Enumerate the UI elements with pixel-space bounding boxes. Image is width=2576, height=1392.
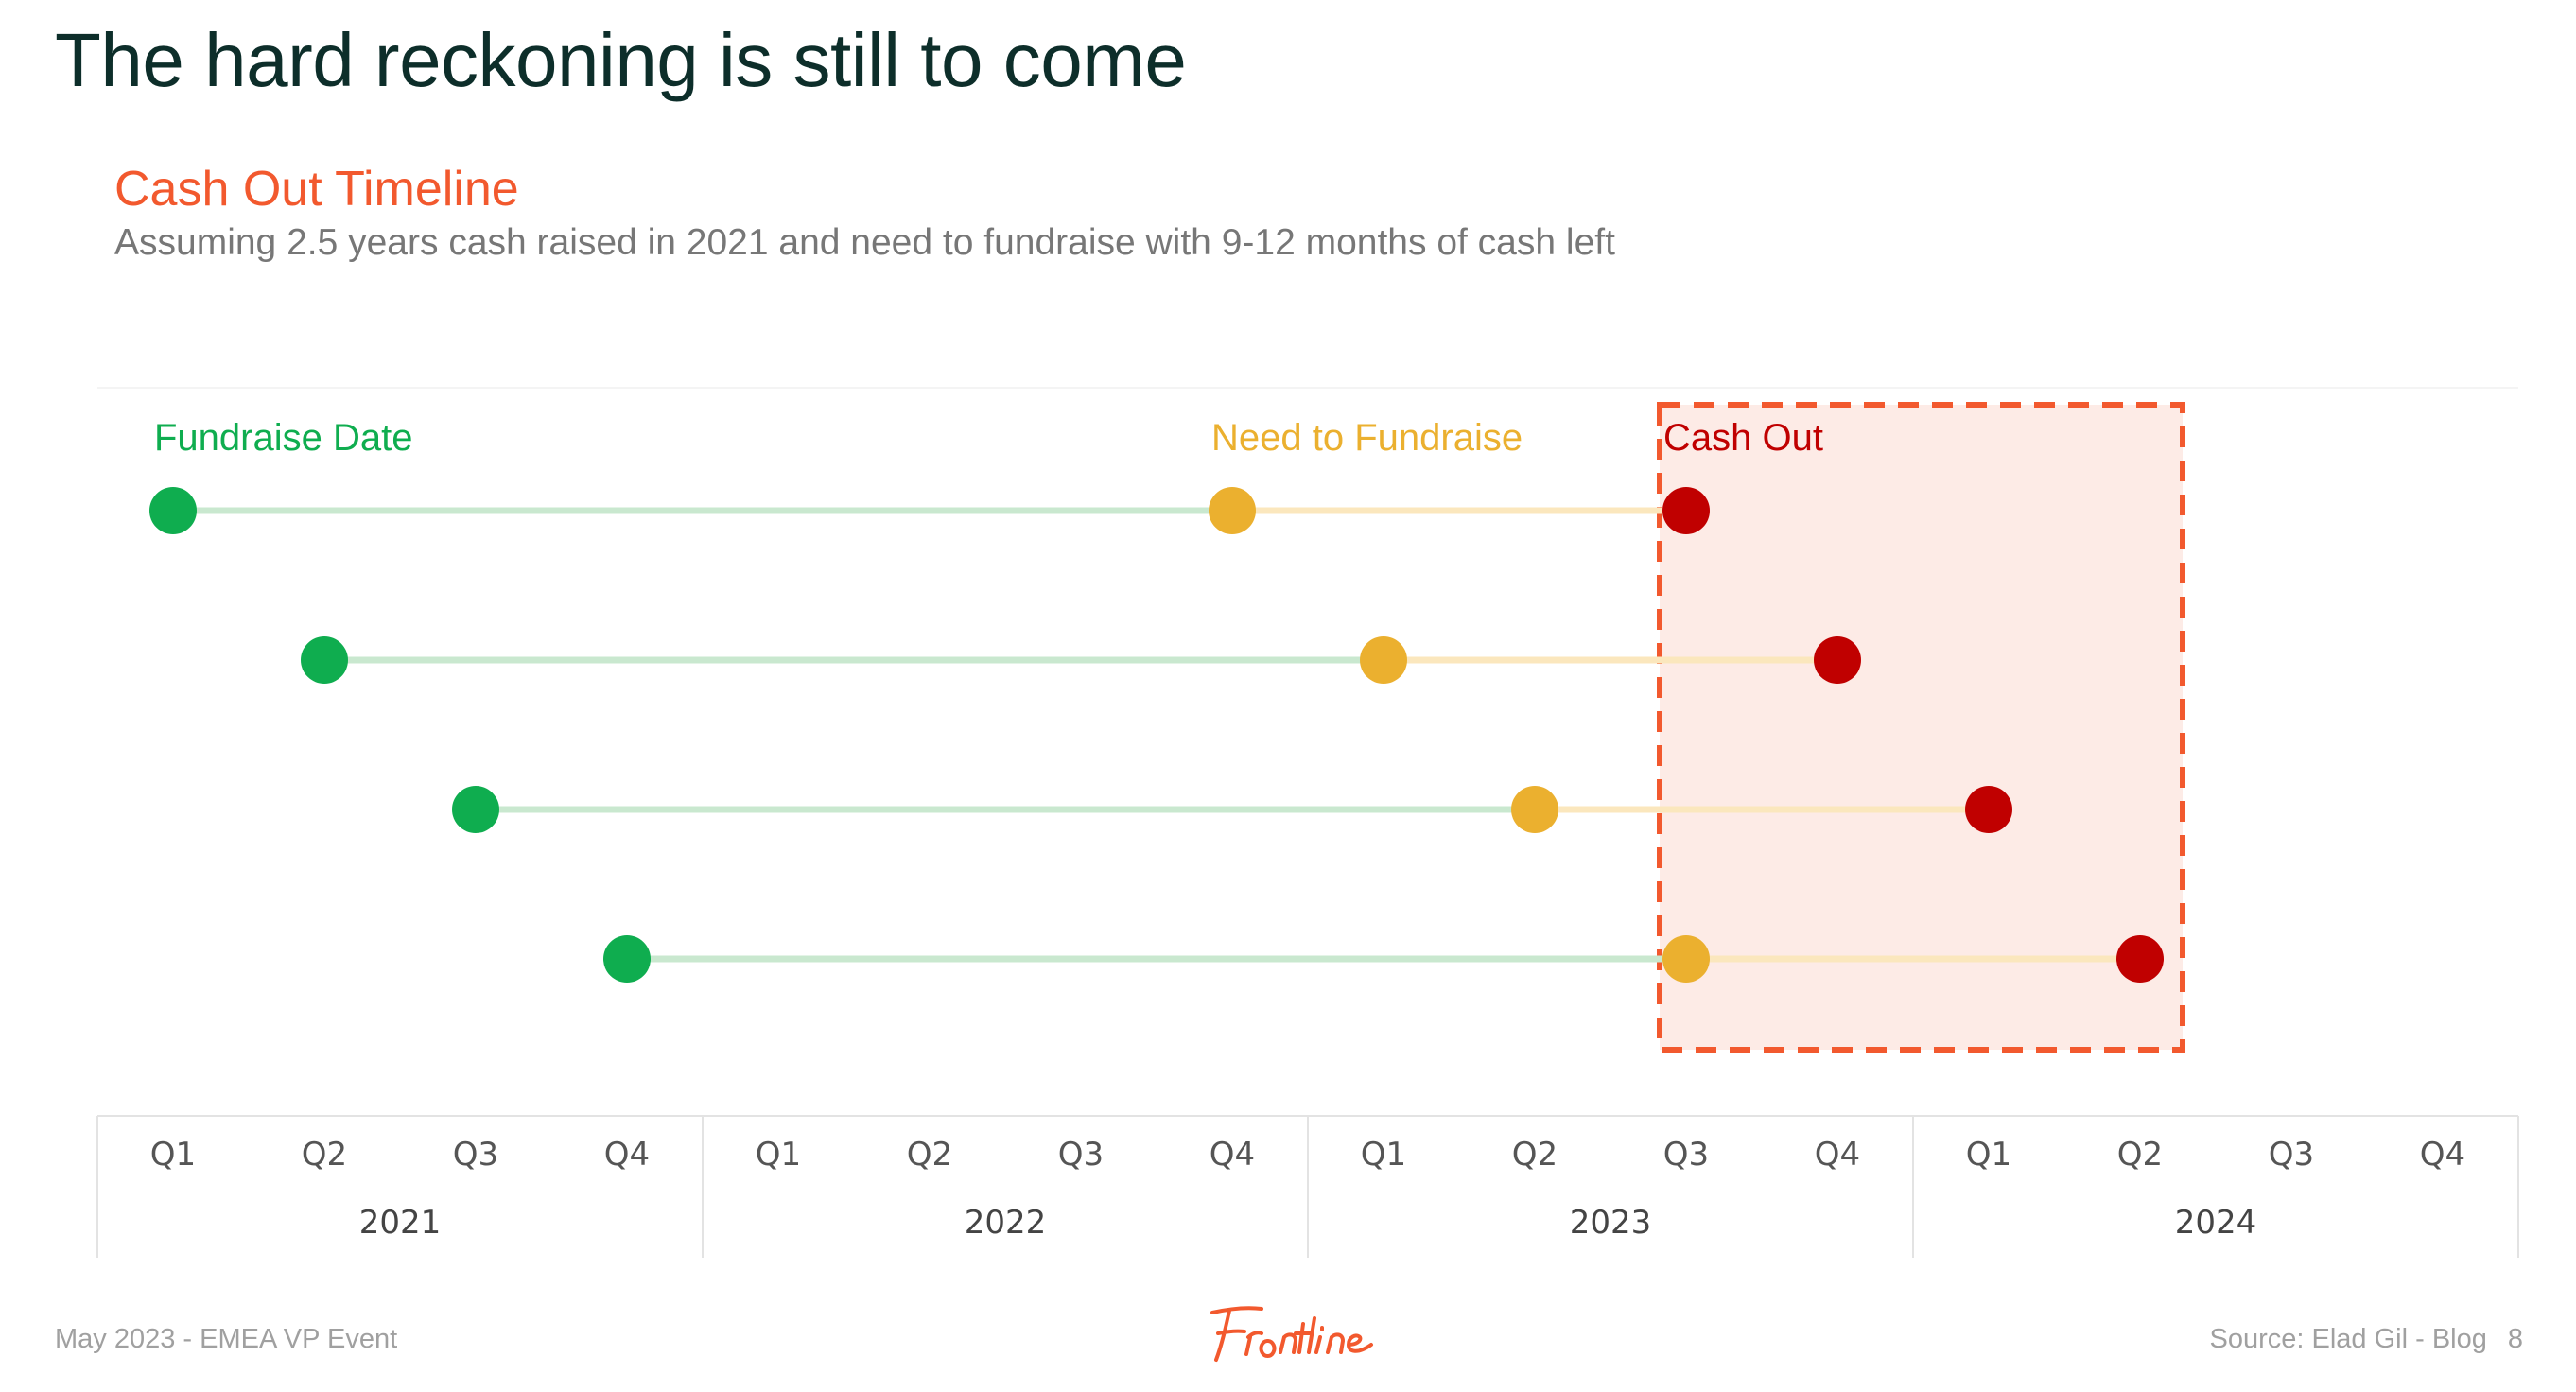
- page-number: 8: [2507, 1324, 2523, 1354]
- need-to-fundraise-point: [1662, 935, 1710, 983]
- fundraise-date-point: [452, 786, 499, 833]
- year-tick-label: 2022: [965, 1204, 1047, 1242]
- year-tick-label: 2021: [359, 1204, 442, 1242]
- quarter-tick-label: Q3: [453, 1136, 498, 1174]
- points-layer: [149, 487, 2164, 983]
- footer-source: Source: Elad Gil - Blog 8: [2210, 1324, 2524, 1355]
- year-tick-label: 2023: [1570, 1204, 1652, 1242]
- cash-out-point: [1662, 487, 1710, 534]
- cash-out-point: [1965, 786, 2012, 833]
- need-to-fundraise-point: [1209, 487, 1256, 534]
- fundraise-date-point: [603, 935, 651, 983]
- quarter-tick-label: Q2: [1512, 1136, 1558, 1174]
- frontline-logo: [1210, 1306, 1373, 1362]
- legend-need-to-fundraise: Need to Fundraise: [1211, 417, 1523, 459]
- quarter-tick-label: Q3: [1663, 1136, 1709, 1174]
- need-to-fundraise-point: [1511, 786, 1558, 833]
- chart-subtitle: Assuming 2.5 years cash raised in 2021 a…: [114, 222, 1615, 263]
- frontline-logo-mark: [1210, 1306, 1373, 1362]
- quarter-tick-label: Q1: [1361, 1136, 1406, 1174]
- quarter-tick-label: Q4: [604, 1136, 650, 1174]
- legend-cash-out: Cash Out: [1663, 417, 1823, 459]
- quarter-tick-label: Q3: [2269, 1136, 2314, 1174]
- footer-event: May 2023 - EMEA VP Event: [55, 1324, 398, 1354]
- cash-out-timeline-chart: Fundraise Date Need to Fundraise Cash Out …: [96, 387, 2519, 1258]
- cash-out-point: [2116, 935, 2164, 983]
- fundraise-date-point: [301, 636, 348, 684]
- highlight-layer: [1657, 402, 2185, 1053]
- year-tick-label: 2024: [2175, 1204, 2257, 1242]
- quarter-tick-label: Q3: [1058, 1136, 1104, 1174]
- quarter-tick-label: Q4: [2420, 1136, 2465, 1174]
- quarter-tick-label: Q4: [1210, 1136, 1255, 1174]
- fundraise-date-point: [149, 487, 197, 534]
- quarter-tick-label: Q1: [150, 1136, 196, 1174]
- cash-out-highlight-box: [1657, 402, 2185, 1053]
- quarter-tick-label: Q1: [1966, 1136, 2011, 1174]
- cash-out-point: [1814, 636, 1861, 684]
- axis-layer: Q1 Q2 Q3 Q4 2021 Q1 Q2 Q3 Q4 2022 Q1 Q2 Q3 Q4 2023 Q1 Q2…: [96, 387, 2519, 1258]
- quarter-tick-label: Q2: [2117, 1136, 2163, 1174]
- legend-fundraise-date: Fundraise Date: [154, 417, 412, 459]
- source-text: Source: Elad Gil - Blog: [2209, 1324, 2487, 1354]
- chart-title: Cash Out Timeline: [114, 162, 519, 217]
- quarter-tick-label: Q1: [756, 1136, 801, 1174]
- legend-layer: Fundraise Date Need to Fundraise Cash Out: [154, 417, 1823, 459]
- quarter-tick-label: Q2: [907, 1136, 952, 1174]
- lines-layer: [173, 507, 2140, 963]
- quarter-tick-label: Q4: [1815, 1136, 1860, 1174]
- slide-title: The hard reckoning is still to come: [55, 18, 1187, 102]
- need-to-fundraise-point: [1360, 636, 1407, 684]
- quarter-tick-label: Q2: [302, 1136, 347, 1174]
